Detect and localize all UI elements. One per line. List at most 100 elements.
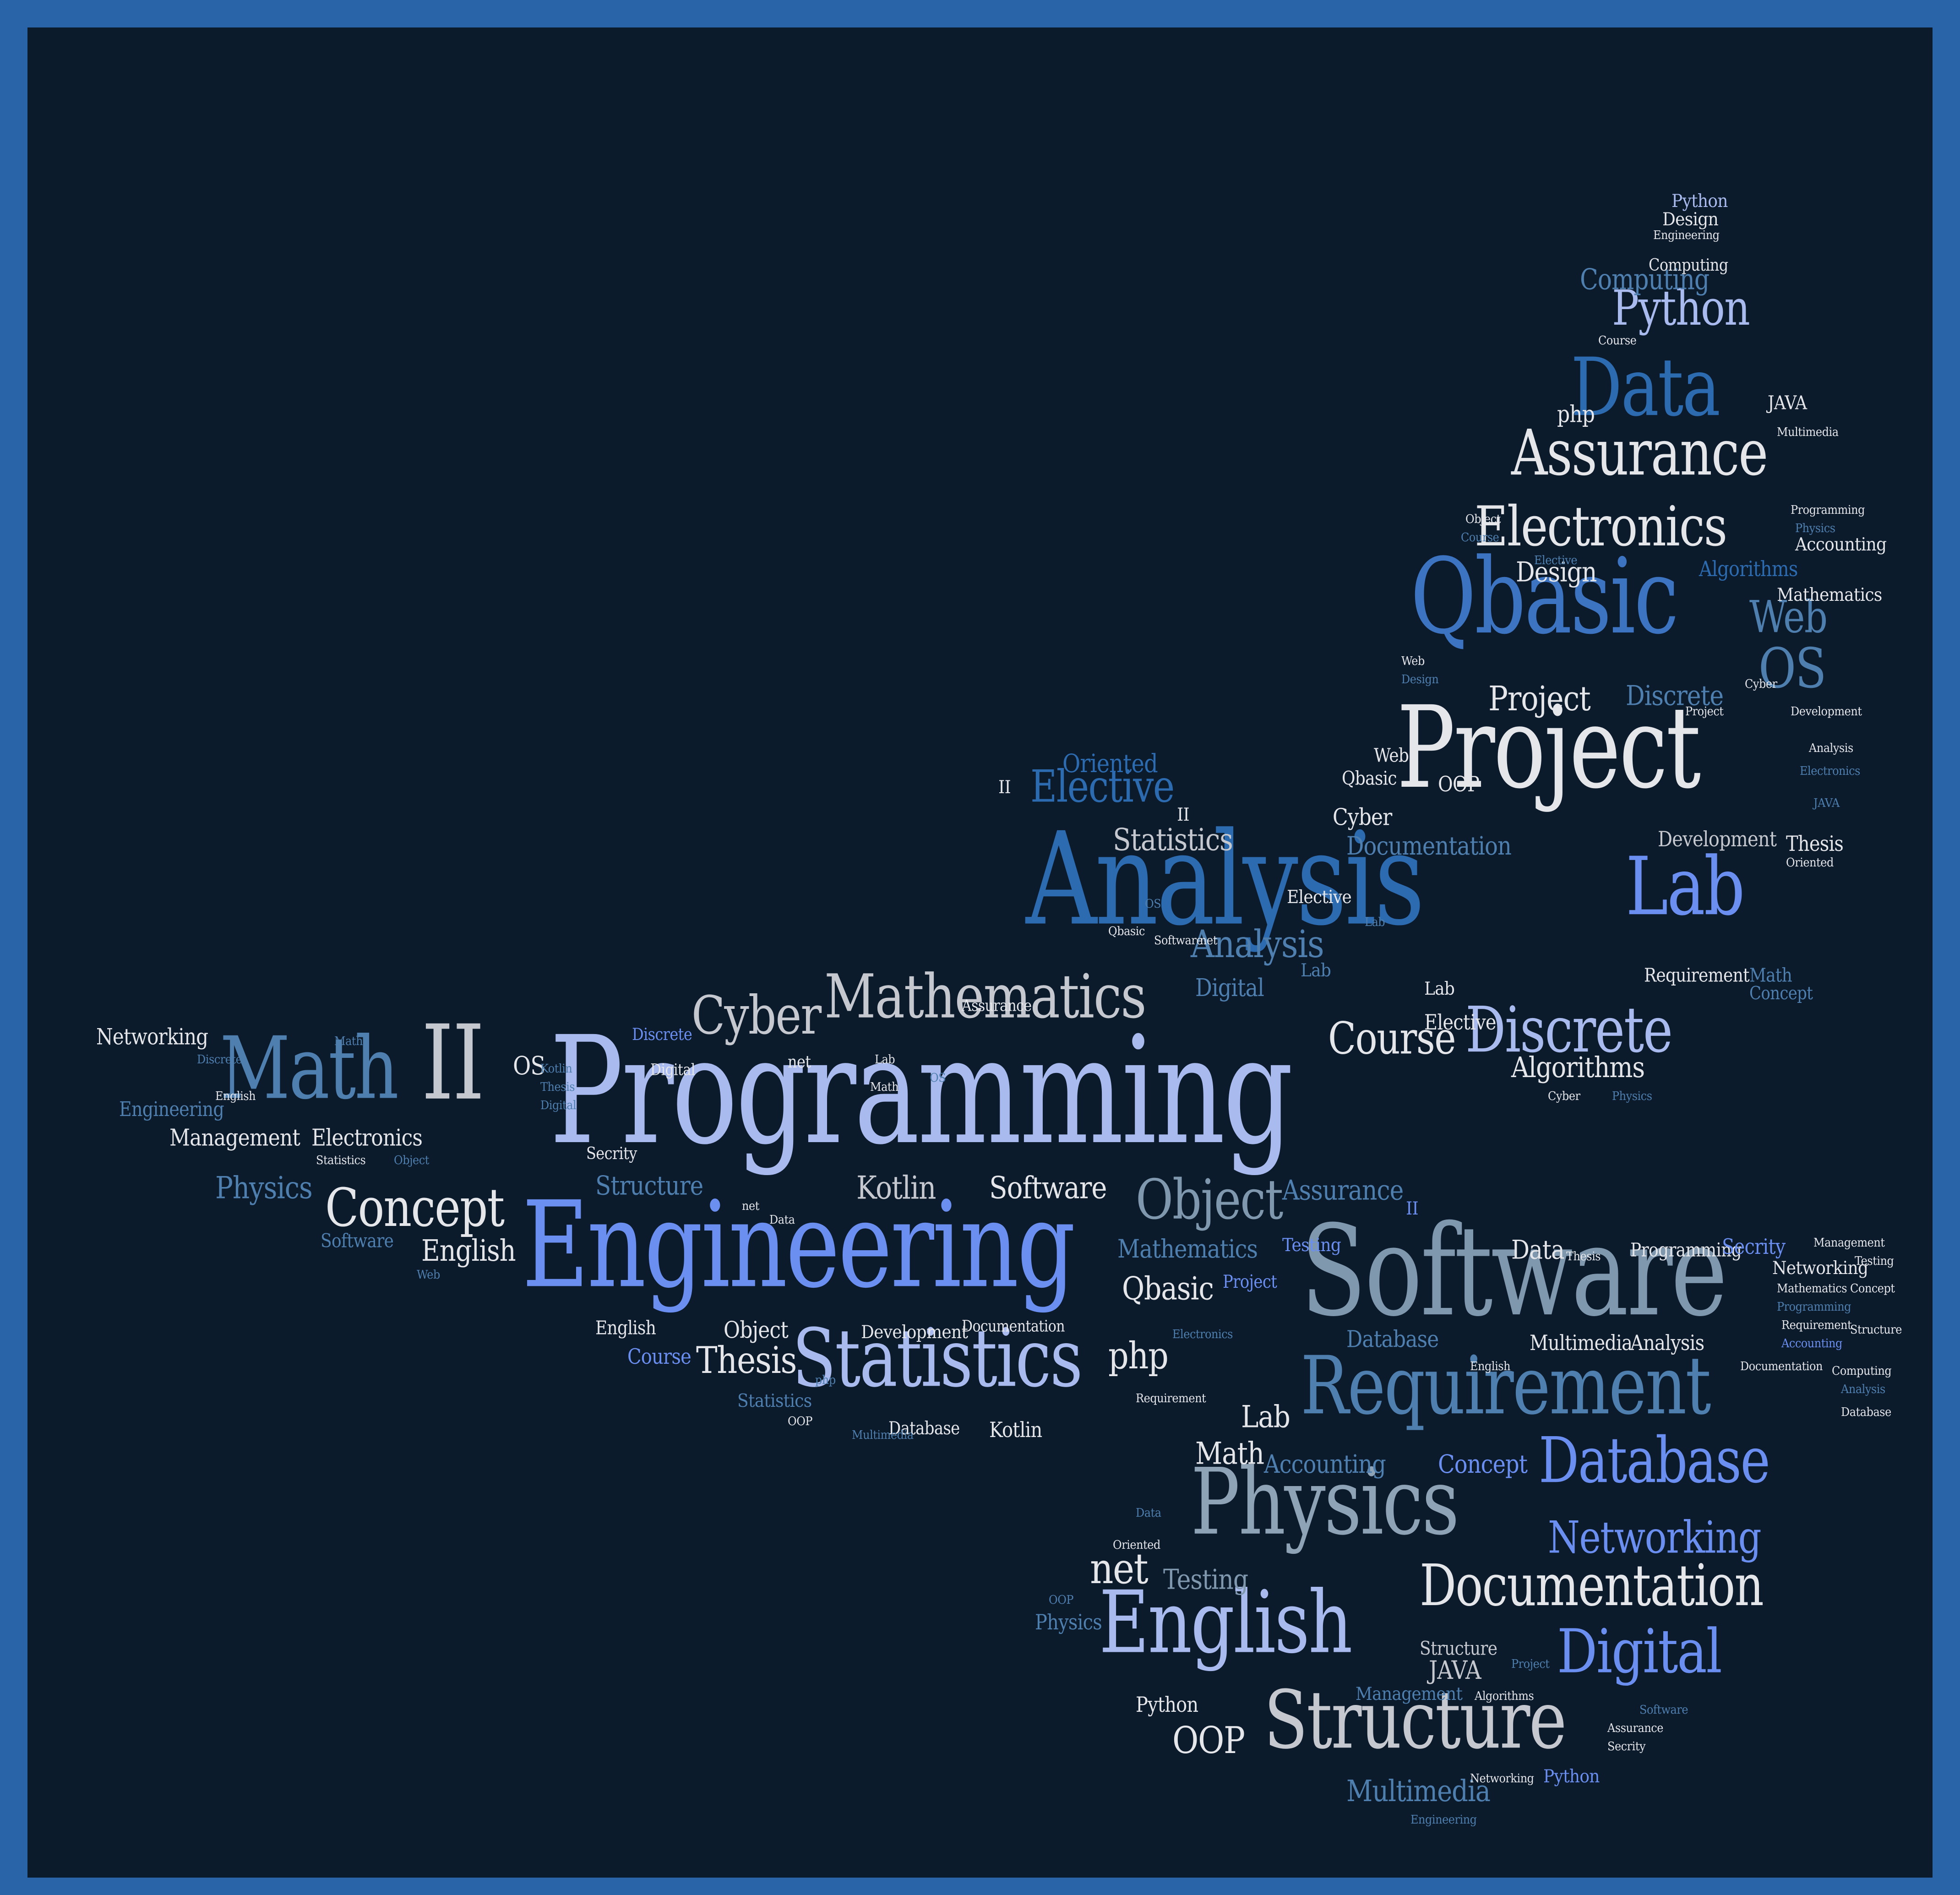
word-object: Object <box>1136 1167 1283 1232</box>
word-documentation-4: Documentation <box>1740 1359 1823 1373</box>
word-software: Software <box>1301 1198 1728 1345</box>
word-analysis-5: Analysis <box>1841 1382 1885 1396</box>
word-design-3: Design <box>1401 672 1439 686</box>
word-lab: Lab <box>1626 840 1745 934</box>
word-multimedia: Multimedia <box>1346 1774 1491 1808</box>
word-english: English <box>1099 1573 1353 1673</box>
word-ii: II <box>421 1003 485 1123</box>
word-os-3: OS <box>1145 896 1161 911</box>
word-computing-2: Computing <box>1649 255 1728 275</box>
word-thesis-3: Thesis <box>540 1079 575 1094</box>
word-secrity: Secrity <box>586 1143 637 1164</box>
word-analysis: Analysis <box>1026 804 1425 954</box>
word-oop-4: OOP <box>1049 1592 1074 1607</box>
word-testing: Testing <box>1163 1564 1248 1596</box>
word-requirement-3: Requirement <box>1136 1391 1206 1405</box>
word-multimedia-4: Multimedia <box>852 1427 914 1442</box>
word-networking-3: Networking <box>1772 1258 1868 1279</box>
word-management-3: Management <box>1356 1683 1463 1704</box>
word-documentation: Documentation <box>1420 1552 1764 1619</box>
word-concept-2: Concept <box>1438 1449 1528 1479</box>
word-math: Math <box>220 1019 399 1119</box>
word-software-3: Software <box>989 1170 1107 1206</box>
word-python-3: Python <box>1671 191 1728 212</box>
word-mathematics: Mathematics <box>824 961 1147 1032</box>
word-design-2: Design <box>1662 209 1719 230</box>
word-ii-3: II <box>1177 804 1190 825</box>
word-analysis-4: Analysis <box>1809 741 1853 755</box>
word-project-4: Project <box>1685 704 1724 719</box>
word-development-3: Development <box>861 1322 968 1343</box>
word-java-2: JAVA <box>1768 392 1807 414</box>
word-math-3: Math <box>1195 1435 1264 1471</box>
word-digital-2: Digital <box>1195 973 1264 1002</box>
word-discrete-3: Discrete <box>632 1024 692 1045</box>
word-secrity-2: Secrity <box>1722 1235 1786 1259</box>
word-structure-4: Structure <box>1850 1322 1902 1337</box>
word-data-3: Data <box>769 1212 795 1227</box>
word-electronics-3: Electronics <box>1800 763 1861 778</box>
word-programming-4: Programming <box>1777 1299 1851 1314</box>
word-php-2: php <box>1557 401 1595 428</box>
word-electronics-2: Electronics <box>311 1124 423 1152</box>
word-qbasic-3: Qbasic <box>1122 1270 1214 1307</box>
word-software-2: Software <box>321 1230 394 1252</box>
word-oop-3: OOP <box>788 1414 813 1428</box>
word-project-2: Project <box>1488 680 1591 719</box>
word-management: Management <box>169 1124 300 1152</box>
word-discrete: Discrete <box>1465 993 1673 1067</box>
word-physics-5: Physics <box>1612 1089 1652 1103</box>
word-database-4: Database <box>1841 1405 1891 1419</box>
word-oriented: Oriented <box>1062 749 1158 779</box>
word-engineering: Engineering <box>522 1176 1076 1315</box>
word-qbasic-4: Qbasic <box>1108 924 1145 938</box>
word-java-3: JAVA <box>1813 795 1840 810</box>
word-lab-3: Lab <box>1301 960 1331 981</box>
word-assurance-3: Assurance <box>1282 1175 1404 1207</box>
word-testing-3: Testing <box>1855 1253 1894 1268</box>
word-oriented-2: Oriented <box>1786 855 1834 870</box>
word-web: Web <box>1749 591 1828 643</box>
word-elective: Elective <box>1030 761 1175 812</box>
word-english-5: English <box>1470 1359 1511 1373</box>
word-database-2: Database <box>888 1418 960 1439</box>
word-web-3: Web <box>1401 653 1425 668</box>
word-engineering-3: Engineering <box>1653 228 1720 242</box>
word-programming: Programming <box>550 1004 1293 1177</box>
word-java: JAVA <box>1429 1655 1481 1685</box>
word-physics-3: Physics <box>1035 1610 1102 1635</box>
word-digital: Digital <box>1557 1616 1722 1687</box>
word-physics: Physics <box>1191 1448 1459 1556</box>
word-documentation-3: Documentation <box>962 1317 1065 1336</box>
word-elective-2: Elective <box>1424 1010 1497 1035</box>
word-digital-3: Digital <box>650 1061 695 1079</box>
word-course-4: Course <box>1461 530 1499 545</box>
word-oop-2: OOP <box>1172 1719 1245 1762</box>
word-project-5: Project <box>1511 1656 1550 1671</box>
word-kotlin-2: Kotlin <box>989 1418 1042 1443</box>
word-electronics: Electronics <box>1475 494 1727 559</box>
word-english-4: English <box>215 1089 256 1103</box>
word-english-2: English <box>421 1234 516 1268</box>
word-discrete-4: Discrete <box>197 1052 242 1067</box>
word-development: Development <box>1658 827 1777 852</box>
word-statistics: Statistics <box>792 1312 1083 1405</box>
word-ii-2: II <box>998 777 1011 798</box>
word-english-3: English <box>595 1317 656 1339</box>
word-concept: Concept <box>325 1177 505 1239</box>
word-database-3: Database <box>1346 1326 1439 1353</box>
word-python-2: Python <box>1136 1693 1198 1717</box>
word-development-2: Development <box>1791 704 1862 719</box>
word-requirement: Requirement <box>1301 1340 1711 1433</box>
word-programming-2: Programming <box>1630 1239 1742 1261</box>
word-web-4: Web <box>417 1267 440 1282</box>
word-python-4: Python <box>1543 1766 1600 1787</box>
word-software-4: Software <box>1154 933 1203 948</box>
word-physics-4: Physics <box>1795 521 1835 535</box>
word-thesis: Thesis <box>1786 832 1844 856</box>
word-electronics-4: Electronics <box>1172 1327 1233 1341</box>
word-programming-3: Programming <box>1791 502 1865 517</box>
word-oop: OOP <box>1438 772 1480 797</box>
word-ii-4: II <box>1406 1198 1419 1219</box>
word-math-4: Math <box>334 1034 363 1048</box>
